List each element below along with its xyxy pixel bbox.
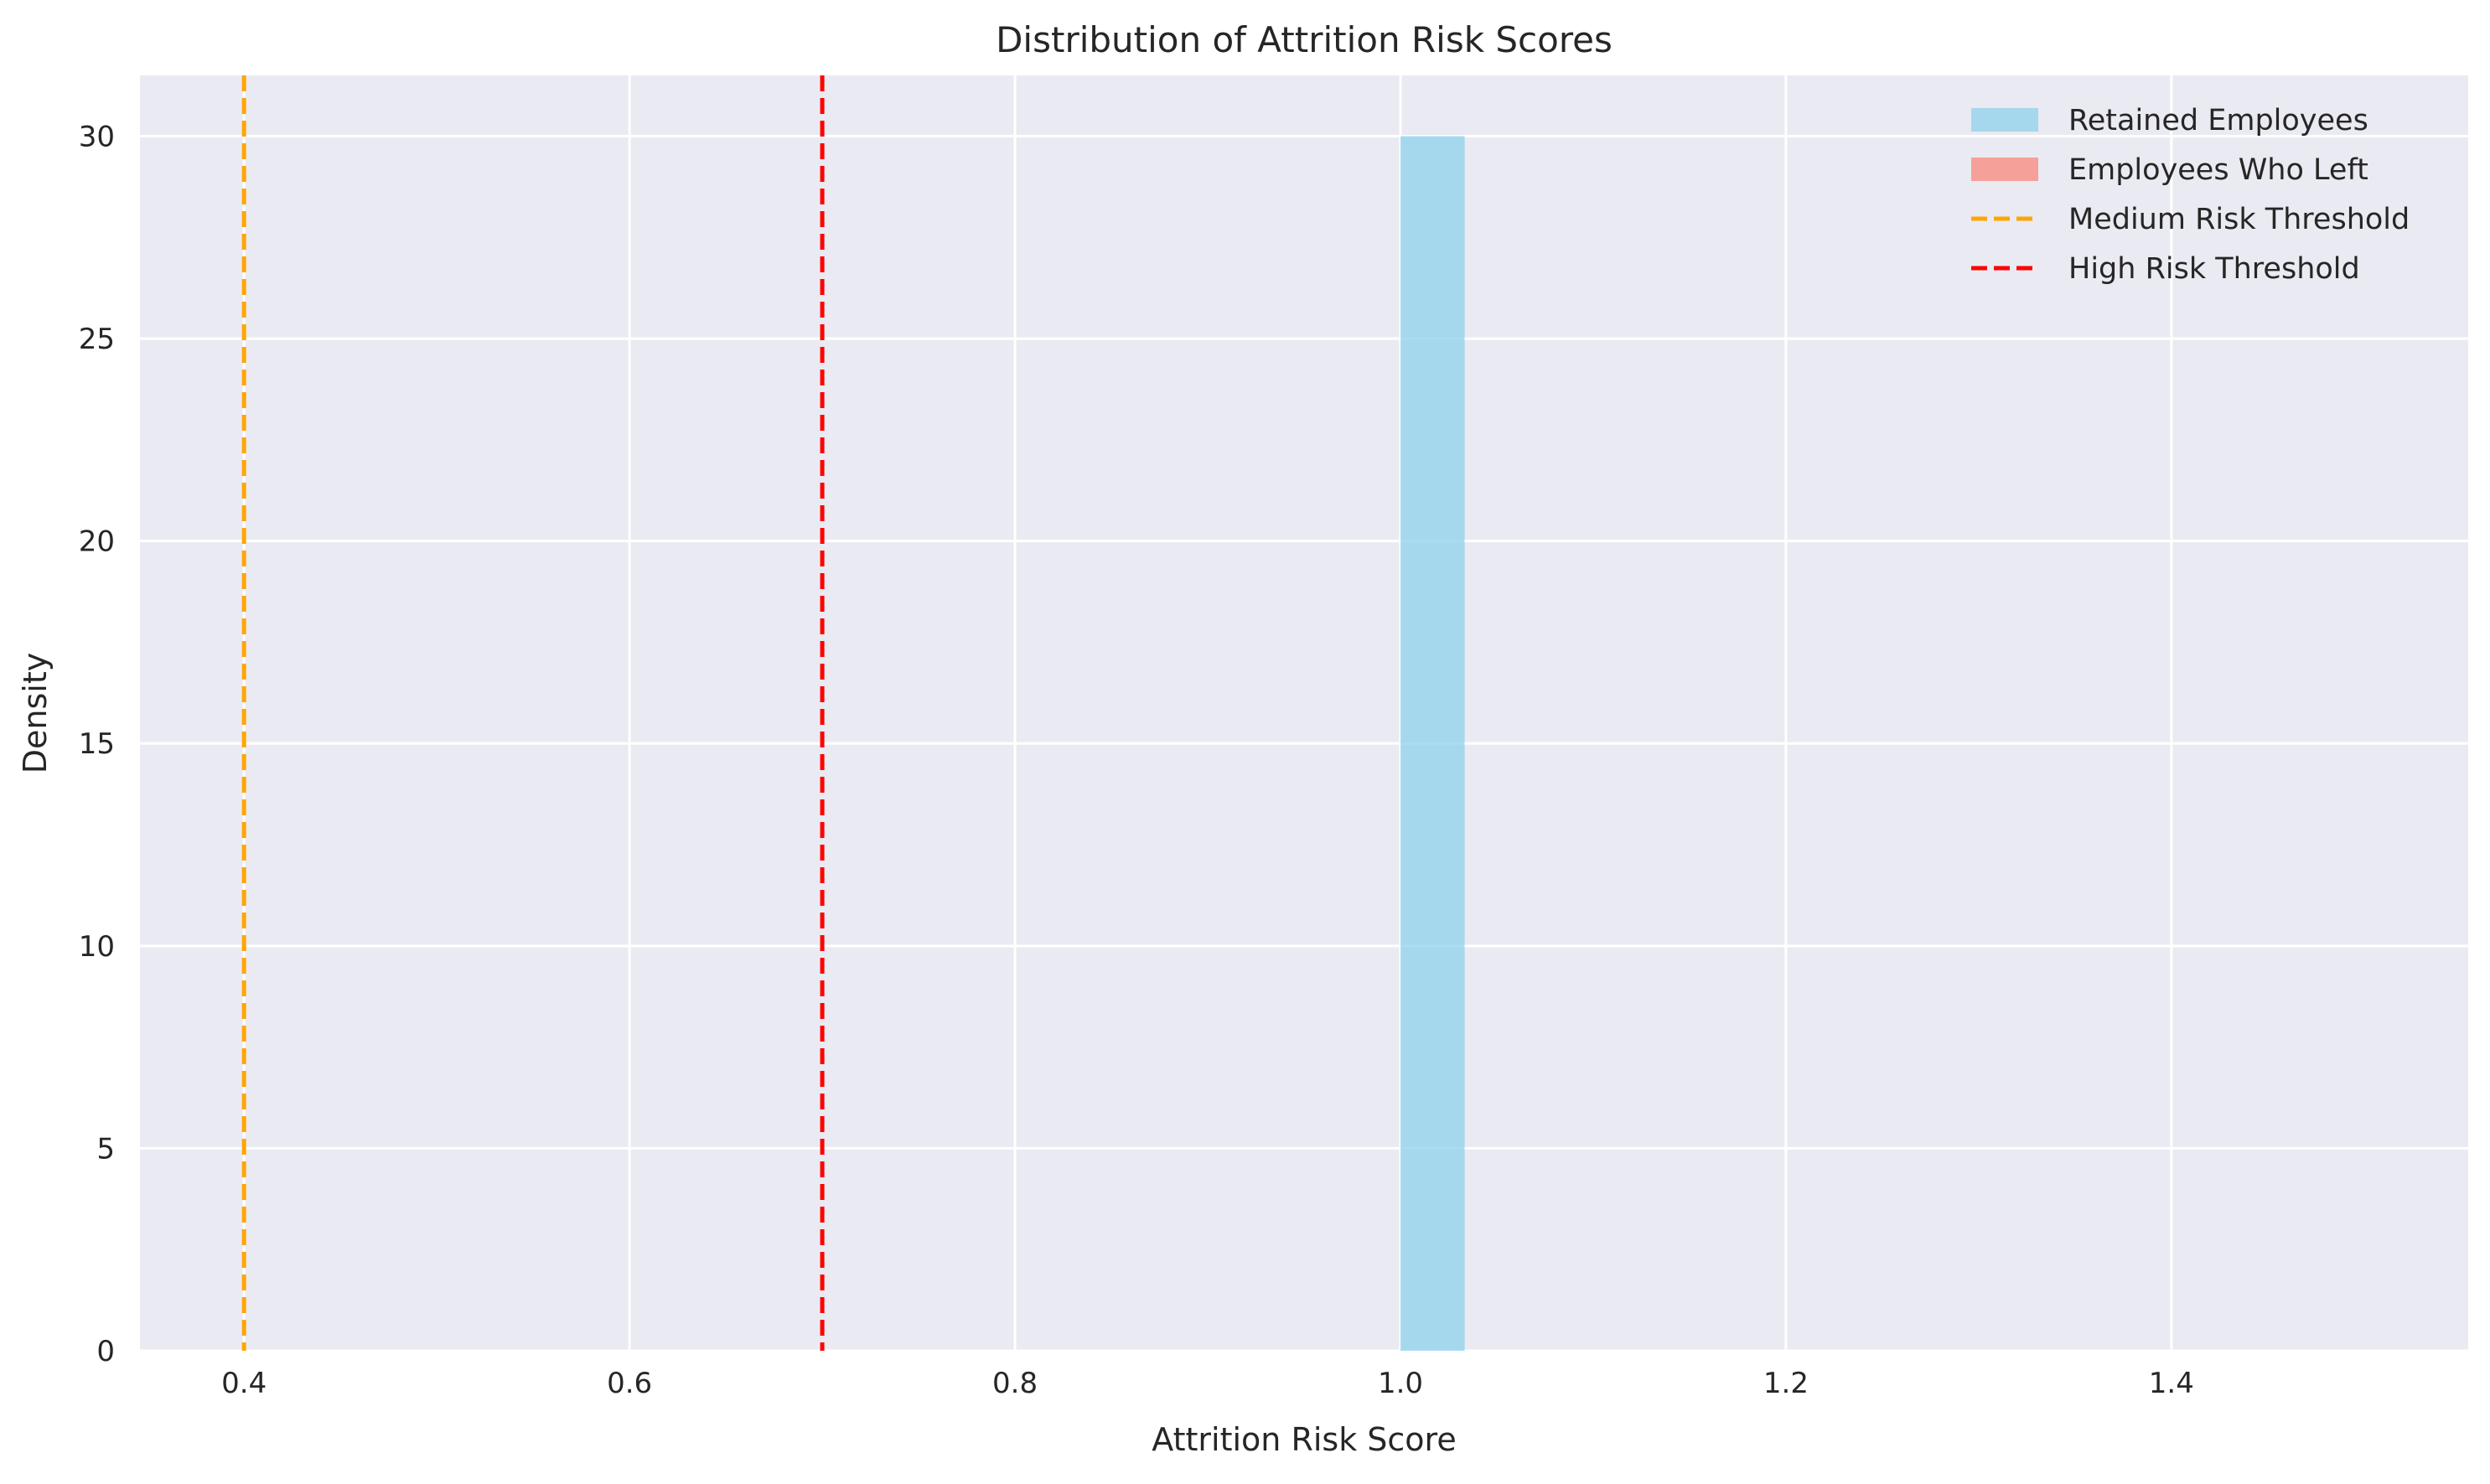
y-tick-label: 20: [79, 525, 115, 559]
y-tick-label: 15: [79, 727, 115, 761]
y-tick-label: 10: [79, 930, 115, 964]
legend-label: Retained Employees: [2068, 104, 2368, 137]
legend-label: Employees Who Left: [2068, 153, 2368, 187]
legend-swatch: [1971, 108, 2038, 132]
legend-item: Retained Employees: [1971, 104, 2368, 137]
y-axis-title: Density: [17, 653, 54, 773]
x-axis-title: Attrition Risk Score: [1152, 1421, 1456, 1458]
threshold-lines: [241, 75, 825, 1351]
tick-labels: 0.4 0.6 0.8 1.0 1.2 1.4 0 5 10 15 20 25 30: [79, 120, 2194, 1400]
legend-item: High Risk Threshold: [1971, 252, 2360, 286]
y-tick-label: 25: [79, 323, 115, 356]
y-tick-label: 30: [79, 120, 115, 153]
legend-item: Employees Who Left: [1971, 153, 2368, 187]
legend: Retained Employees Employees Who Left Medi…: [1971, 104, 2410, 286]
x-tick-label: 0.6: [607, 1367, 652, 1400]
legend-swatch: [1971, 158, 2038, 181]
grid-lines: [140, 75, 2468, 1352]
legend-label: High Risk Threshold: [2068, 252, 2360, 286]
legend-item: Medium Risk Threshold: [1971, 203, 2410, 236]
plot-area: [140, 75, 2468, 1351]
x-tick-label: 1.0: [1378, 1367, 1423, 1400]
histogram-bars: [1400, 136, 1465, 1351]
chart-title: Distribution of Attrition Risk Scores: [996, 19, 1613, 60]
x-tick-label: 1.2: [1763, 1367, 1809, 1400]
histogram-bar: [1400, 136, 1465, 1351]
x-tick-label: 0.8: [992, 1367, 1038, 1400]
y-tick-label: 5: [96, 1132, 115, 1166]
y-tick-label: 0: [96, 1335, 115, 1368]
x-tick-label: 1.4: [2149, 1367, 2194, 1400]
legend-label: Medium Risk Threshold: [2068, 203, 2410, 236]
x-tick-label: 0.4: [221, 1367, 267, 1400]
